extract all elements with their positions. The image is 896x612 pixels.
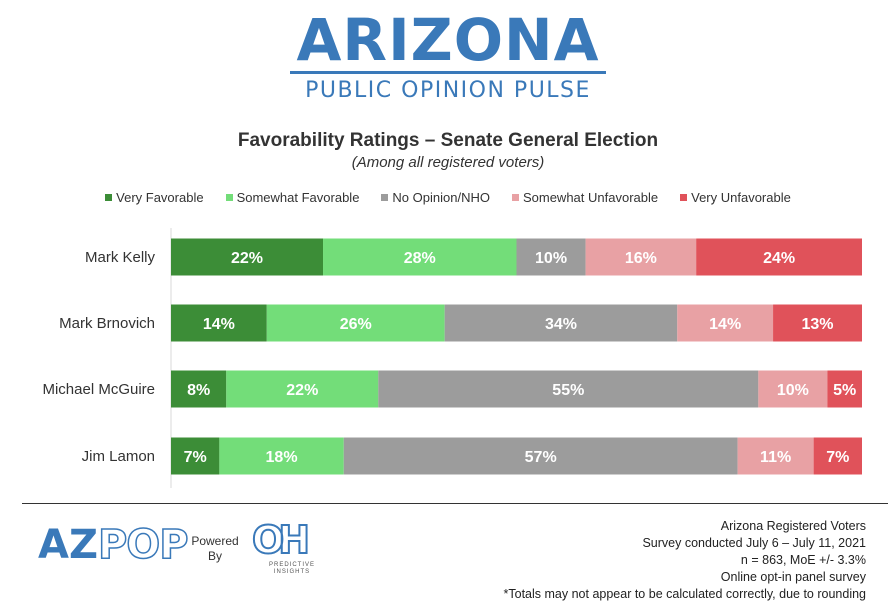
arizona-logo-title: ARIZONA	[296, 6, 600, 74]
category-label: Jim Lamon	[82, 448, 155, 465]
category-label: Mark Kelly	[85, 249, 156, 266]
azpop-logo: AZPOP	[38, 522, 189, 568]
bar-segment	[737, 437, 814, 475]
data-label: 10%	[777, 382, 809, 399]
data-label: 55%	[552, 382, 584, 399]
predictive-insights-mark: OH	[251, 517, 311, 563]
legend-label: Somewhat Favorable	[236, 189, 360, 205]
legend-label: No Opinion/NHO	[392, 189, 490, 205]
predictive-insights-caption-1: PREDICTIVE	[268, 562, 315, 568]
bar-segment	[323, 238, 517, 276]
predictive-insights-logo: OH PREDICTIVE INSIGHTS	[251, 517, 332, 576]
bar-segment	[171, 238, 324, 276]
legend-swatch	[680, 193, 688, 201]
bar-segment	[171, 437, 220, 475]
data-label: 10%	[535, 250, 567, 267]
data-label: 34%	[545, 316, 577, 333]
legend-label: Somewhat Unfavorable	[522, 189, 659, 205]
legend-label: Very Favorable	[116, 189, 204, 205]
bar-segment	[171, 304, 267, 342]
bar-segment	[585, 238, 697, 276]
bar-segment	[813, 437, 862, 475]
bar-segment	[378, 370, 759, 408]
survey-notes: Arizona Registered Voters Survey conduct…	[504, 518, 866, 603]
bar-segment	[677, 304, 774, 342]
bar-segment	[827, 370, 862, 408]
data-label: 13%	[802, 316, 834, 333]
data-label: 7%	[184, 449, 207, 466]
category-label: Michael McGuire	[42, 381, 155, 398]
legend-item: No Opinion/NHO	[381, 188, 490, 206]
legend-item: Very Unfavorable	[680, 188, 791, 206]
data-label: 22%	[286, 382, 318, 399]
legend-swatch	[381, 193, 389, 201]
azpop-logo-pop: POP	[97, 522, 189, 568]
data-label: 16%	[625, 250, 657, 267]
header-rule	[290, 71, 606, 74]
predictive-insights-caption-2: INSIGHTS	[273, 569, 311, 575]
data-label: 28%	[404, 250, 436, 267]
azpop-logo-az: AZ	[38, 522, 98, 568]
survey-note-line: Online opt-in panel survey	[720, 570, 866, 584]
bar-segment	[773, 304, 862, 342]
bar-segment	[696, 238, 862, 276]
powered-line-1: Powered	[191, 534, 239, 548]
bar-segment	[343, 437, 738, 475]
bar-segment	[219, 437, 344, 475]
data-label: 8%	[187, 382, 210, 399]
data-label: 22%	[231, 250, 263, 267]
data-label: 11%	[760, 449, 791, 466]
data-label: 14%	[709, 316, 741, 333]
survey-note-line: Survey conducted July 6 – July 11, 2021	[642, 536, 866, 550]
data-label: 14%	[203, 316, 235, 333]
powered-by-text: Powered By	[190, 534, 240, 564]
legend-swatch	[511, 193, 519, 201]
bar-segment	[171, 370, 227, 408]
bar-segment	[516, 238, 586, 276]
data-label: 26%	[340, 316, 372, 333]
data-label: 7%	[826, 449, 849, 466]
category-label: Mark Brnovich	[59, 315, 155, 332]
survey-note-line: n = 863, MoE +/- 3.3%	[740, 553, 866, 567]
arizona-logo-subtitle: PUBLIC OPINION PULSE	[305, 78, 591, 103]
data-label: 5%	[833, 382, 856, 399]
footer-divider	[22, 503, 888, 504]
bar-segment	[226, 370, 379, 408]
chart-subtitle: (Among all registered voters)	[351, 154, 545, 171]
legend-swatch	[105, 193, 113, 201]
bar-segment	[444, 304, 678, 342]
bar-segment	[758, 370, 828, 408]
survey-note-line: *Totals may not appear to be calculated …	[503, 587, 866, 601]
survey-note-line: Arizona Registered Voters	[720, 519, 866, 533]
legend-item: Somewhat Favorable	[225, 188, 360, 206]
data-label: 57%	[525, 449, 557, 466]
powered-line-2: By	[207, 549, 222, 563]
chart-legend: Very Favorable Somewhat Favorable No Opini…	[0, 188, 896, 206]
legend-item: Very Favorable	[105, 188, 204, 206]
legend-label: Very Unfavorable	[691, 189, 791, 205]
data-label: 24%	[763, 250, 795, 267]
bar-segment	[266, 304, 445, 342]
data-label: 18%	[266, 449, 298, 466]
legend-swatch	[225, 193, 233, 201]
chart-title: Favorability Ratings – Senate General El…	[237, 130, 659, 151]
legend-item: Somewhat Unfavorable	[511, 188, 659, 206]
